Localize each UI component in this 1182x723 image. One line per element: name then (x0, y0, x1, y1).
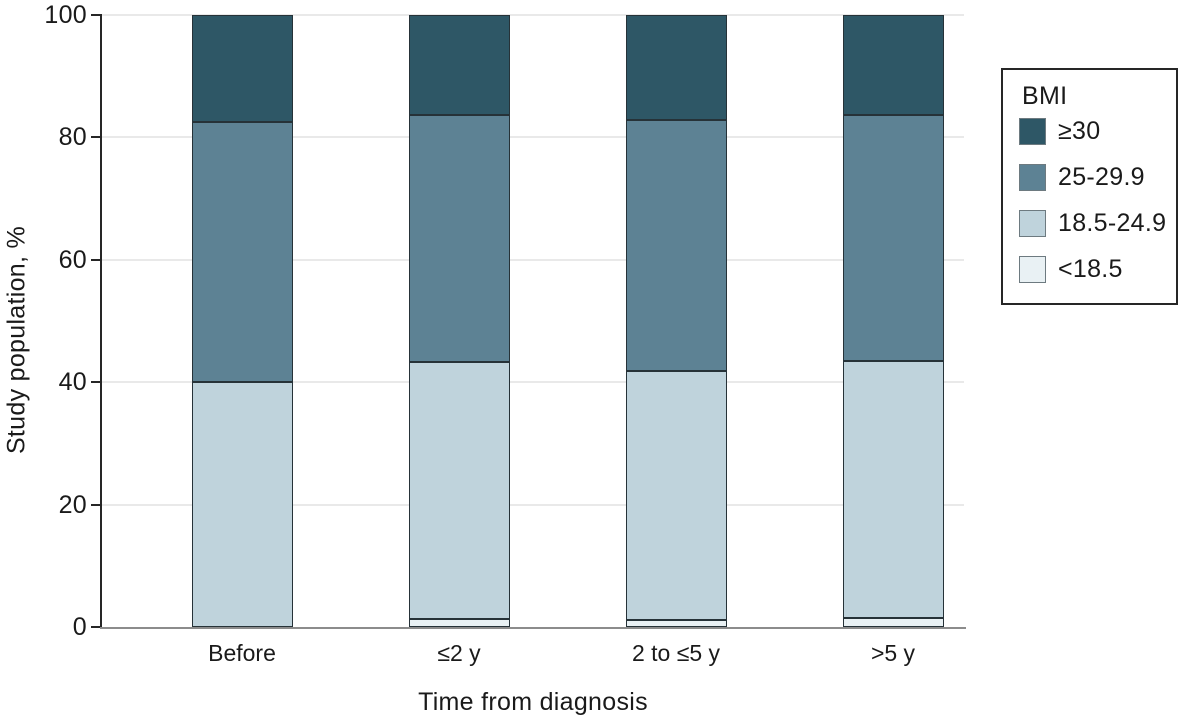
legend-swatch (1019, 118, 1046, 145)
legend-title: BMI (1022, 82, 1068, 110)
x-axis-title: Time from diagnosis (418, 688, 648, 716)
bar-segment (408, 15, 510, 115)
bar-segment (625, 619, 727, 627)
legend-label: ≥30 (1058, 117, 1101, 145)
bar-segment (842, 15, 944, 116)
y-tick-mark (91, 381, 100, 384)
bar-segment (408, 619, 510, 627)
legend-label: 18.5-24.9 (1058, 209, 1167, 237)
y-tick-mark (91, 626, 100, 628)
legend-label: 25-29.9 (1058, 163, 1145, 191)
y-tick-label: 40 (58, 368, 87, 397)
y-tick-label: 100 (44, 1, 87, 29)
bar-segment (408, 114, 510, 362)
x-category-label: Before (208, 640, 276, 666)
y-axis-title: Study population, % (2, 225, 31, 455)
y-tick-mark (91, 14, 100, 16)
gridline (102, 14, 964, 16)
bar-segment (842, 115, 944, 361)
bar-segment (625, 371, 727, 620)
gridline (102, 381, 964, 384)
legend-swatch (1019, 256, 1046, 283)
y-tick-label: 60 (58, 245, 87, 274)
bar-segment (625, 15, 727, 121)
legend-box: BMI ≥30 25-29.9 18.5-24.9 <18.5 (1001, 68, 1178, 305)
y-tick-mark (91, 503, 100, 506)
legend-swatch (1019, 164, 1046, 191)
x-category-label: >5 y (870, 640, 916, 666)
bar-segment (191, 382, 293, 627)
bar-segment (191, 15, 293, 123)
x-category-label: ≤2 y (437, 640, 481, 666)
legend-label: <18.5 (1058, 255, 1123, 283)
y-tick-label: 0 (72, 613, 87, 641)
bar-segment (191, 122, 293, 383)
bar-segment (842, 360, 944, 618)
y-tick-label: 80 (58, 123, 87, 152)
y-axis-line (100, 14, 102, 628)
y-tick-mark (91, 258, 100, 261)
x-axis-line (100, 627, 966, 629)
x-category-label: 2 to ≤5 y (631, 640, 721, 666)
bar-segment (625, 120, 727, 372)
gridline (102, 258, 964, 261)
bar-segment (408, 362, 510, 620)
bar-segment (842, 617, 944, 627)
y-tick-mark (91, 136, 100, 139)
gridline (102, 503, 964, 506)
y-tick-label: 20 (58, 490, 87, 519)
legend-swatch (1019, 210, 1046, 237)
gridline (102, 136, 964, 139)
